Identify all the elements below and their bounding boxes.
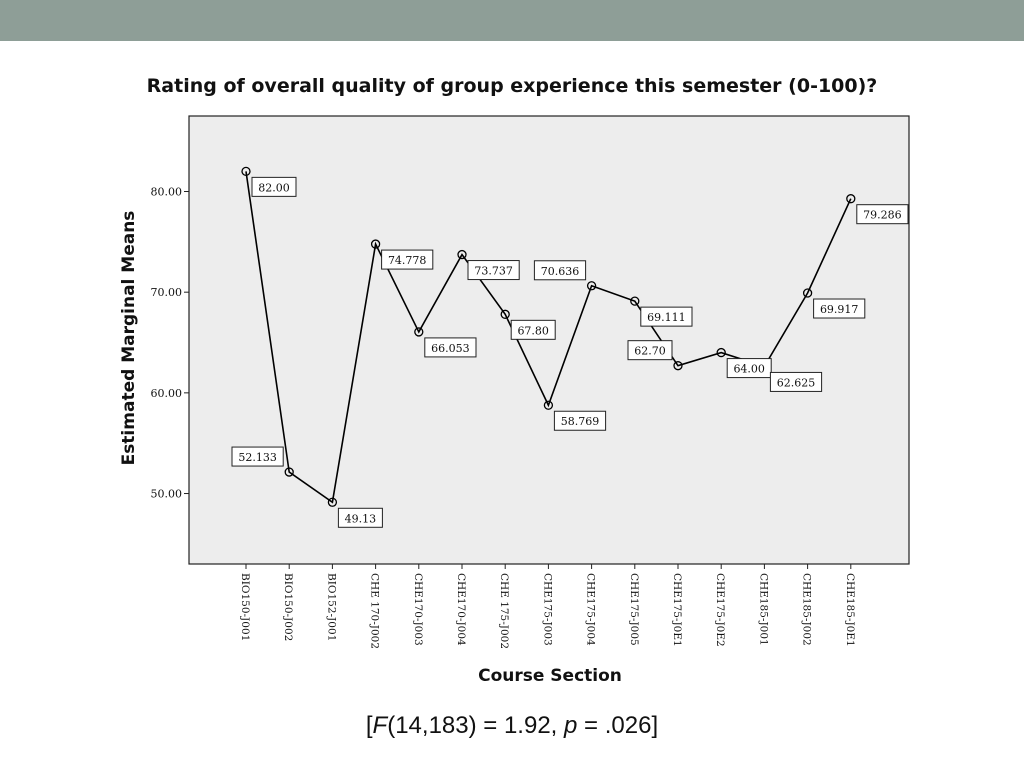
caption-df: (14,183) = 1.92, xyxy=(387,712,565,739)
x-tick-label: CHE175-J004 xyxy=(585,573,597,646)
y-tick-label: 80.00 xyxy=(151,186,183,199)
data-point xyxy=(673,361,683,371)
data-label: 58.769 xyxy=(561,415,600,428)
x-tick-label: CHE185-J0E1 xyxy=(844,573,856,647)
data-point xyxy=(457,249,467,260)
stats-caption: [F(14,183) = 1.92, p = .026] xyxy=(0,712,1024,740)
data-point xyxy=(846,194,856,204)
y-tick-label: 60.00 xyxy=(151,387,183,400)
data-label-box xyxy=(337,507,383,528)
data-point xyxy=(327,497,338,507)
data-label: 82.00 xyxy=(258,181,290,194)
x-tick-label: CHE175-J0E1 xyxy=(671,573,683,647)
data-label: 69.917 xyxy=(820,303,859,316)
data-label-box xyxy=(769,371,823,392)
data-label-box xyxy=(510,319,556,340)
data-label: 64.00 xyxy=(733,363,765,376)
x-tick-label: CHE175-J003 xyxy=(541,573,553,646)
x-tick-label: CHE175-J0E2 xyxy=(714,573,726,647)
y-tick-label: 50.00 xyxy=(151,488,183,501)
x-tick-label: CHE185-J002 xyxy=(801,573,813,646)
data-label-box xyxy=(467,260,520,281)
data-point xyxy=(241,166,251,177)
data-label-box xyxy=(251,176,297,197)
data-label: 79.286 xyxy=(863,209,902,222)
data-point xyxy=(543,400,554,410)
x-tick-label: BIO150-J002 xyxy=(282,573,294,641)
x-tick-label: BIO152-J001 xyxy=(325,573,337,641)
data-label-box xyxy=(231,446,284,467)
data-point xyxy=(586,281,597,291)
x-tick-label: CHE 170-J002 xyxy=(369,573,381,649)
data-label: 67.80 xyxy=(517,324,549,337)
data-label-box xyxy=(813,298,866,319)
data-label: 74.778 xyxy=(388,254,427,267)
data-label-box xyxy=(424,337,477,358)
x-axis-title: Course Section xyxy=(478,666,622,686)
data-point xyxy=(370,239,381,249)
data-label-box xyxy=(640,306,693,327)
data-label: 52.133 xyxy=(238,451,277,464)
plot-area xyxy=(188,115,910,565)
x-tick-label: CHE 175-J002 xyxy=(498,573,510,649)
caption-p-symbol: p xyxy=(564,712,578,739)
y-axis-title: Estimated Marginal Means xyxy=(119,211,139,466)
x-tick-label: CHE185-J001 xyxy=(757,573,769,646)
data-label-box xyxy=(726,358,772,379)
data-label: 49.13 xyxy=(345,512,377,525)
data-label-box xyxy=(533,260,587,281)
caption-open: [ xyxy=(365,712,373,739)
data-point xyxy=(284,467,294,477)
data-label: 69.111 xyxy=(647,311,686,324)
chart-title: Rating of overall quality of group exper… xyxy=(146,75,878,97)
caption-p-value: = .026] xyxy=(577,712,659,739)
data-label-box xyxy=(627,340,673,361)
slide-top-bar xyxy=(0,0,1024,41)
x-tick-label: CHE170-J003 xyxy=(412,573,424,646)
x-tick-label: BIO150-J001 xyxy=(239,573,251,641)
data-label-box xyxy=(856,204,909,225)
data-label: 73.737 xyxy=(474,265,513,278)
x-tick-label: CHE170-J004 xyxy=(455,573,467,646)
data-label: 66.053 xyxy=(431,342,470,355)
data-point xyxy=(716,347,726,358)
data-label: 62.625 xyxy=(777,376,816,389)
data-label: 70.636 xyxy=(541,265,580,278)
y-tick-label: 70.00 xyxy=(151,286,183,299)
data-label: 62.70 xyxy=(634,345,666,358)
data-label-box xyxy=(553,410,607,431)
data-point xyxy=(802,288,813,298)
x-tick-label: CHE175-J005 xyxy=(628,573,640,646)
data-point xyxy=(414,327,424,337)
data-label-box xyxy=(381,249,434,270)
caption-f-symbol: F xyxy=(372,712,388,739)
data-point xyxy=(500,309,510,319)
data-point xyxy=(630,296,640,306)
